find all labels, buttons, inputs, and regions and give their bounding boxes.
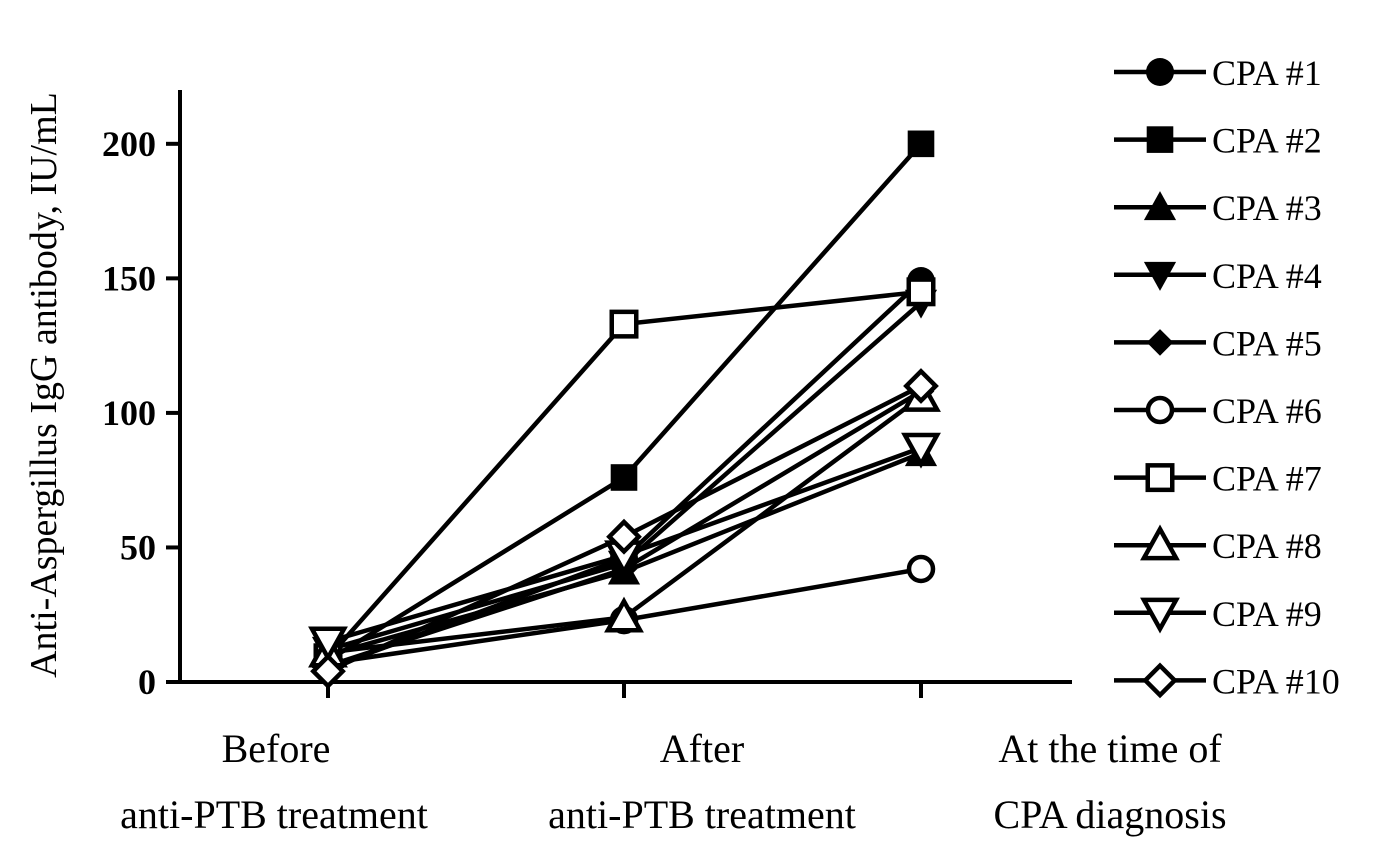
legend-label: CPA #8 — [1212, 526, 1322, 566]
legend-marker — [1146, 58, 1174, 86]
legend-item: CPA #4 — [1114, 256, 1322, 296]
legend-marker — [1146, 329, 1174, 356]
data-point-cpa-9 — [308, 626, 348, 663]
x-tick-label: After anti-PTB treatment — [548, 726, 856, 837]
legend-marker — [1143, 191, 1177, 221]
legend-item: CPA #10 — [1114, 661, 1340, 701]
legend-label: CPA #9 — [1212, 594, 1322, 634]
legend-label: CPA #7 — [1212, 459, 1322, 499]
series-lines — [326, 142, 923, 674]
data-point-cpa-10 — [903, 368, 939, 404]
data-point-cpa-7 — [906, 277, 936, 307]
y-tick-label: 100 — [102, 393, 156, 433]
legend-item: CPA #3 — [1114, 188, 1322, 228]
data-point-cpa-10 — [310, 653, 346, 690]
x-tick-label: Before anti-PTB treatment — [120, 726, 428, 837]
legend-marker — [1142, 662, 1178, 699]
y-axis: 0 50 100 150 200 — [102, 90, 182, 702]
legend-label: CPA #3 — [1212, 188, 1322, 228]
legend-marker — [1140, 597, 1180, 634]
y-tick-label: 150 — [102, 258, 156, 298]
legend-marker — [1143, 261, 1177, 291]
y-tick-label: 0 — [138, 662, 156, 702]
legend-marker — [1145, 463, 1175, 493]
data-point-cpa-10 — [606, 518, 642, 555]
legend-item: CPA #5 — [1114, 323, 1322, 363]
legend-label: CPA #2 — [1212, 121, 1322, 161]
legend-marker — [1140, 524, 1180, 561]
legend-item: CPA #9 — [1114, 594, 1322, 634]
data-point-cpa-7 — [609, 309, 639, 339]
legend-marker — [1146, 126, 1174, 153]
legend-label: CPA #4 — [1212, 256, 1322, 296]
legend-label: CPA #1 — [1212, 53, 1322, 93]
x-tick-label: At the time of CPA diagnosis — [993, 726, 1226, 837]
y-tick-label: 200 — [102, 124, 156, 164]
legend-marker — [1145, 395, 1175, 425]
data-point-cpa-9 — [901, 432, 941, 469]
legend-item: CPA #2 — [1114, 121, 1322, 161]
data-point-cpa-6 — [906, 554, 936, 584]
data-point-cpa-8 — [604, 596, 644, 633]
series-markers — [308, 130, 941, 690]
legend-item: CPA #1 — [1114, 53, 1322, 93]
data-point-cpa-2 — [907, 130, 935, 158]
data-point-cpa-2 — [610, 464, 638, 491]
y-tick-label: 50 — [120, 527, 156, 567]
legend-item: CPA #8 — [1114, 524, 1322, 566]
legend-item: CPA #7 — [1114, 459, 1322, 499]
x-axis: Before anti-PTB treatment After anti-PTB tr… — [120, 680, 1227, 837]
legend-item: CPA #6 — [1114, 391, 1322, 431]
y-axis-title: Anti-Aspergillus IgG antibody, IU/mL — [23, 92, 65, 678]
legend: CPA #1 CPA #2 CPA #3 CPA #4 CPA #5 CPA #6 CPA … — [1114, 53, 1340, 701]
legend-label: CPA #5 — [1212, 323, 1322, 363]
legend-label: CPA #6 — [1212, 391, 1322, 431]
legend-label: CPA #10 — [1212, 661, 1340, 701]
